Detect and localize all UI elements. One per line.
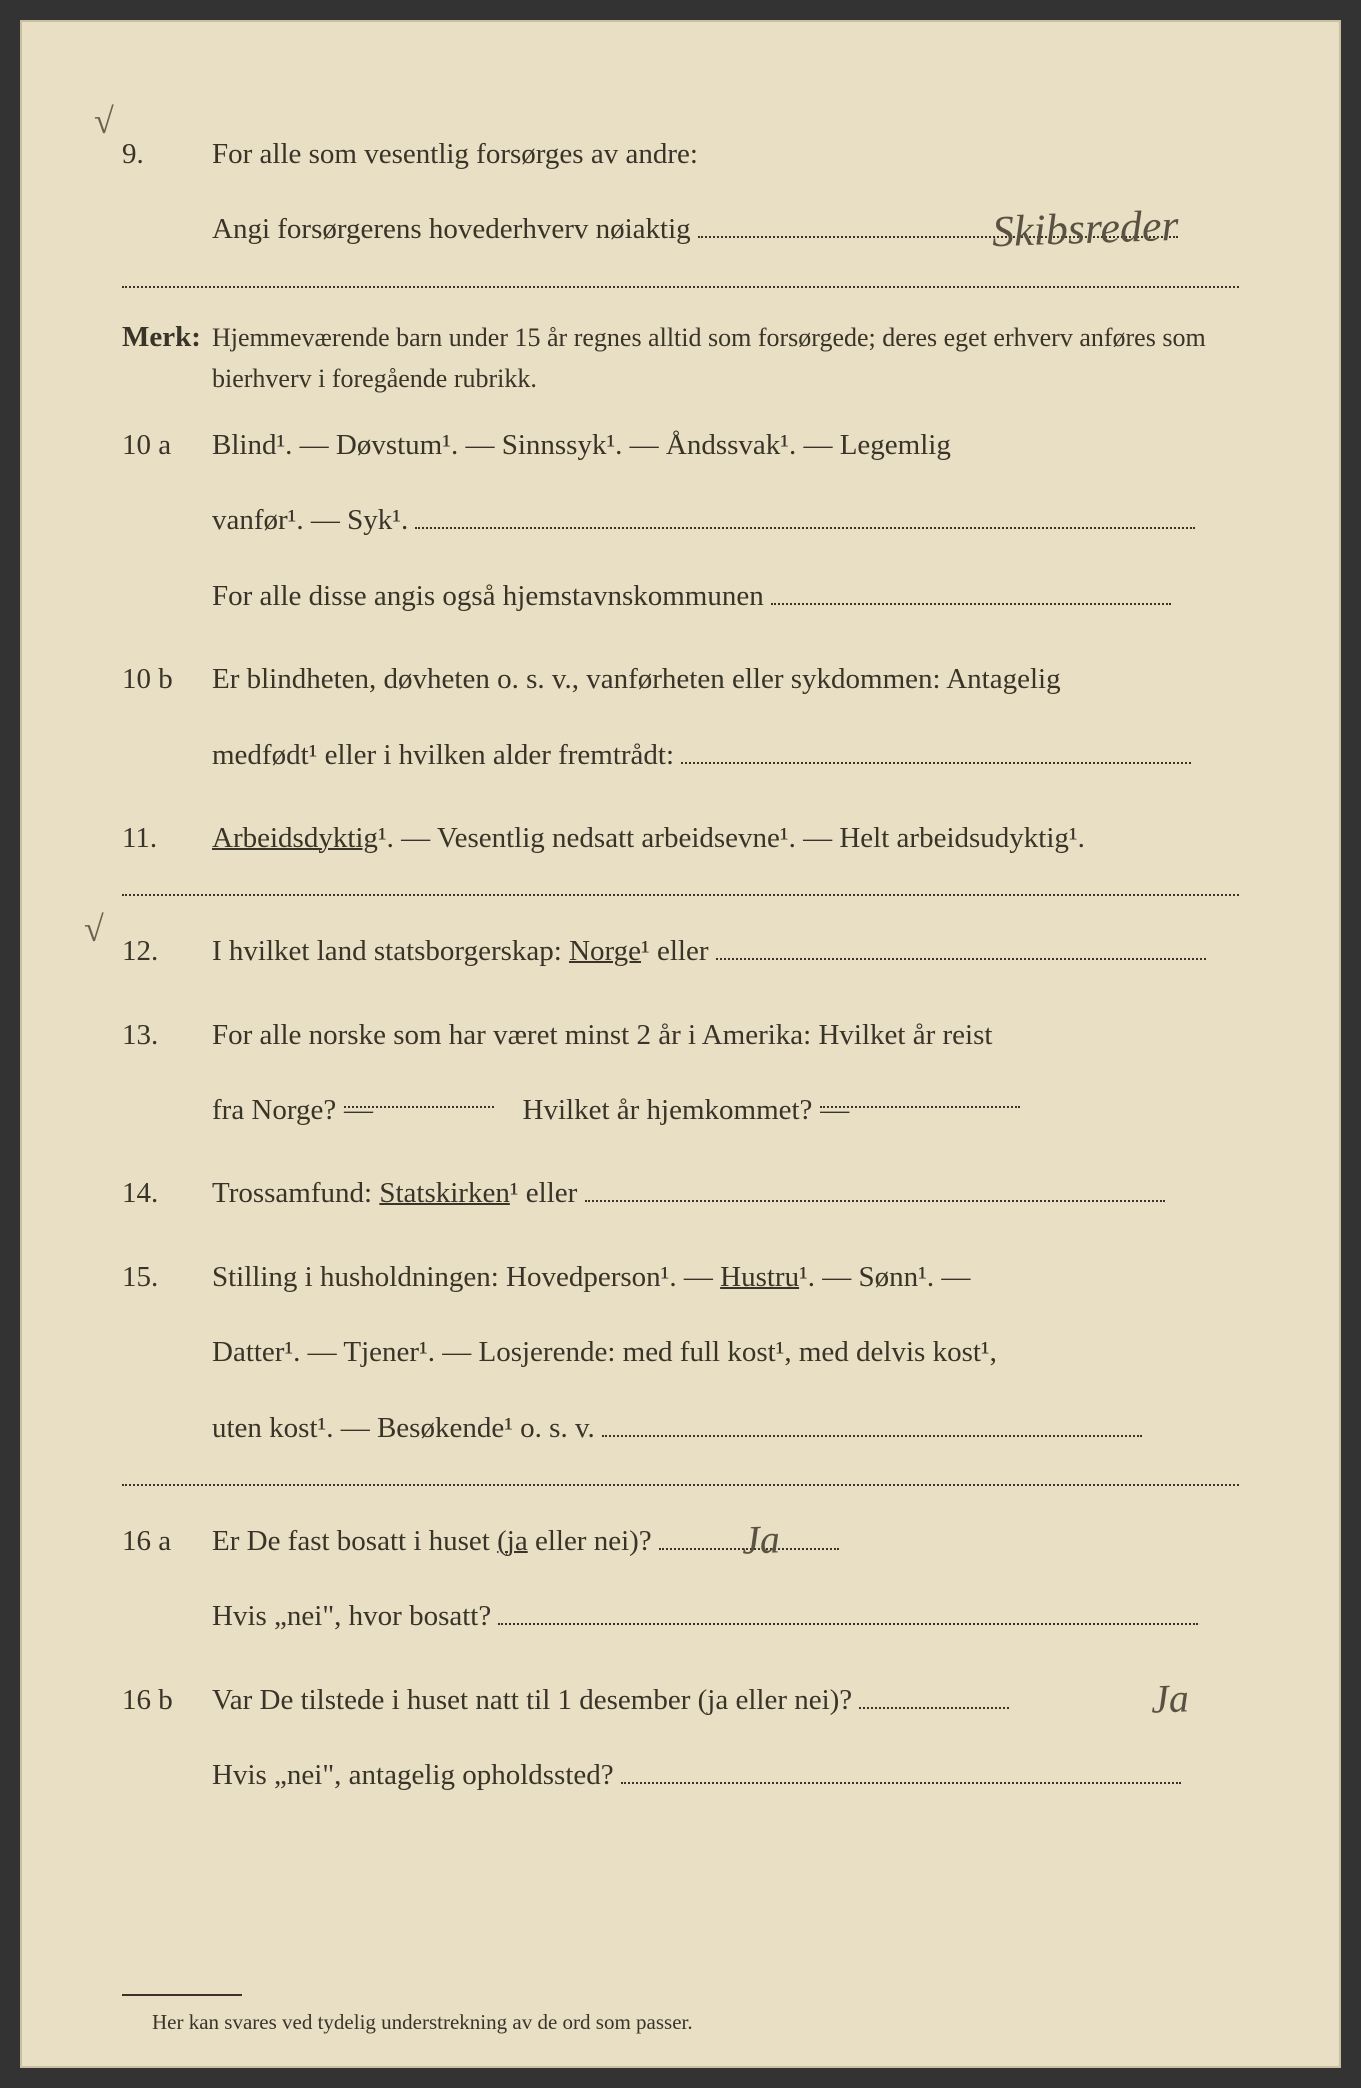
merk-text: Hjemmeværende barn under 15 år regnes al… [212, 317, 1239, 400]
q10a-line1: Blind¹. — Døvstum¹. — Sinnssyk¹. — Åndss… [212, 408, 1239, 483]
question-15: 15. Stilling i husholdningen: Hovedperso… [122, 1240, 1239, 1466]
q15-line2: Datter¹. — Tjener¹. — Losjerende: med fu… [212, 1315, 1239, 1390]
q14-prefix: Trossamfund: [212, 1177, 379, 1209]
q9-handwritten-answer: Skibsreder [990, 169, 1180, 290]
merk-label: Merk: [122, 306, 212, 370]
q14-suffix: ¹ eller [510, 1177, 577, 1209]
q16a-line2: Hvis „nei", hvor bosatt? [212, 1600, 491, 1632]
q10a-number: 10 a [122, 408, 212, 483]
q16b-handwritten: Ja [1149, 1646, 1190, 1751]
q10a-line3: For alle disse angis også hjemstavnskomm… [212, 580, 764, 612]
divider [122, 894, 1239, 896]
q10b-line2: medfødt¹ eller i hvilken alder fremtrådt… [212, 739, 674, 771]
q15-line1b: ¹. — Sønn¹. — [799, 1261, 970, 1293]
q12-prefix: I hvilket land statsborgerskap: [212, 935, 569, 967]
question-12: 12. I hvilket land statsborgerskap: Norg… [122, 914, 1239, 989]
q11-rest: ¹. — Vesentlig nedsatt arbeidsevne¹. — H… [378, 822, 1085, 854]
q16a-ja: (ja [497, 1525, 528, 1557]
q15-line3: uten kost¹. — Besøkende¹ o. s. v. [212, 1412, 595, 1444]
question-9: 9. For alle som vesentlig forsørges av a… [122, 117, 1239, 268]
merk-note: Merk: Hjemmeværende barn under 15 år reg… [122, 306, 1239, 400]
document-page: √ 9. For alle som vesentlig forsørges av… [20, 20, 1341, 2068]
q12-number: 12. [122, 914, 212, 989]
question-13: 13. For alle norske som har været minst … [122, 998, 1239, 1149]
q10b-line1: Er blindheten, døvheten o. s. v., vanfør… [212, 642, 1239, 717]
q13-line1: For alle norske som har været minst 2 år… [212, 998, 1239, 1073]
q16b-line2: Hvis „nei", antagelig opholdssted? [212, 1759, 614, 1791]
divider [122, 1484, 1239, 1486]
q16a-number: 16 a [122, 1504, 212, 1579]
question-16a: 16 a Er De fast bosatt i huset (ja eller… [122, 1504, 1239, 1655]
q16b-number: 16 b [122, 1663, 212, 1738]
question-10b: 10 b Er blindheten, døvheten o. s. v., v… [122, 642, 1239, 793]
q15-hustru: Hustru [720, 1261, 799, 1293]
q12-suffix: ¹ eller [641, 935, 708, 967]
checkmark-q12: √ [84, 908, 104, 950]
q14-number: 14. [122, 1156, 212, 1231]
q15-number: 15. [122, 1240, 212, 1315]
q13-line2a: fra Norge? [212, 1094, 336, 1126]
q10a-line2: vanfør¹. — Syk¹. [212, 504, 408, 536]
q15-line1a: Stilling i husholdningen: Hovedperson¹. … [212, 1261, 720, 1293]
footnote-text: Her kan svares ved tydelig understreknin… [152, 2010, 693, 2034]
question-10a: 10 a Blind¹. — Døvstum¹. — Sinnssyk¹. — … [122, 408, 1239, 634]
footnote: Her kan svares ved tydelig understreknin… [122, 2010, 1239, 2035]
q13-line2b: Hvilket år hjemkommet? [523, 1094, 813, 1126]
q16a-suffix: eller nei)? [528, 1525, 652, 1557]
q10b-number: 10 b [122, 642, 212, 717]
question-16b: 16 b Var De tilstede i huset natt til 1 … [122, 1663, 1239, 1814]
q12-option: Norge [569, 935, 641, 967]
q16b-line1: Var De tilstede i huset natt til 1 desem… [212, 1684, 852, 1716]
q11-underlined: Arbeidsdyktig [212, 822, 378, 854]
q11-number: 11. [122, 801, 212, 876]
question-11: 11. Arbeidsdyktig¹. — Vesentlig nedsatt … [122, 801, 1239, 876]
checkmark-q9: √ [94, 100, 114, 142]
q16a-handwritten: Ja [740, 1487, 781, 1592]
q13-number: 13. [122, 998, 212, 1073]
q9-line2-prefix: Angi forsørgerens hovederhverv nøiaktig [212, 213, 691, 245]
q9-number: 9. [122, 117, 212, 192]
footnote-rule [122, 1994, 242, 1996]
question-14: 14. Trossamfund: Statskirken¹ eller [122, 1156, 1239, 1231]
q14-option: Statskirken [379, 1177, 510, 1209]
q16a-prefix: Er De fast bosatt i huset [212, 1525, 497, 1557]
